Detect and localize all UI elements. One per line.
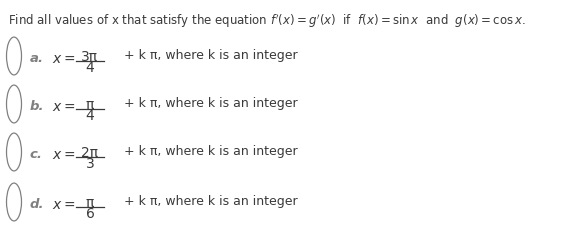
Text: 3: 3 — [86, 158, 94, 171]
Text: 4: 4 — [86, 61, 94, 76]
Text: a.: a. — [30, 52, 44, 65]
Text: + k π, where k is an integer: + k π, where k is an integer — [124, 97, 298, 110]
Text: $x =$: $x =$ — [52, 148, 75, 162]
Text: π: π — [86, 196, 94, 210]
Text: 3π: 3π — [82, 50, 99, 64]
Text: $x =$: $x =$ — [52, 198, 75, 212]
Text: $x =$: $x =$ — [52, 100, 75, 114]
Text: d.: d. — [30, 198, 44, 211]
Text: + k π, where k is an integer: + k π, where k is an integer — [124, 49, 298, 63]
Text: $x =$: $x =$ — [52, 52, 75, 66]
Text: 4: 4 — [86, 109, 94, 124]
Text: + k π, where k is an integer: + k π, where k is an integer — [124, 195, 298, 209]
Text: Find all values of x that satisfy the equation $f'(x) = g'(x)$  if  $f(x) = \sin: Find all values of x that satisfy the eq… — [8, 12, 526, 30]
Text: 2π: 2π — [82, 146, 99, 160]
Text: c.: c. — [30, 148, 43, 161]
Text: + k π, where k is an integer: + k π, where k is an integer — [124, 146, 298, 158]
Text: π: π — [86, 98, 94, 112]
Text: 6: 6 — [86, 207, 94, 222]
Text: b.: b. — [30, 100, 44, 113]
